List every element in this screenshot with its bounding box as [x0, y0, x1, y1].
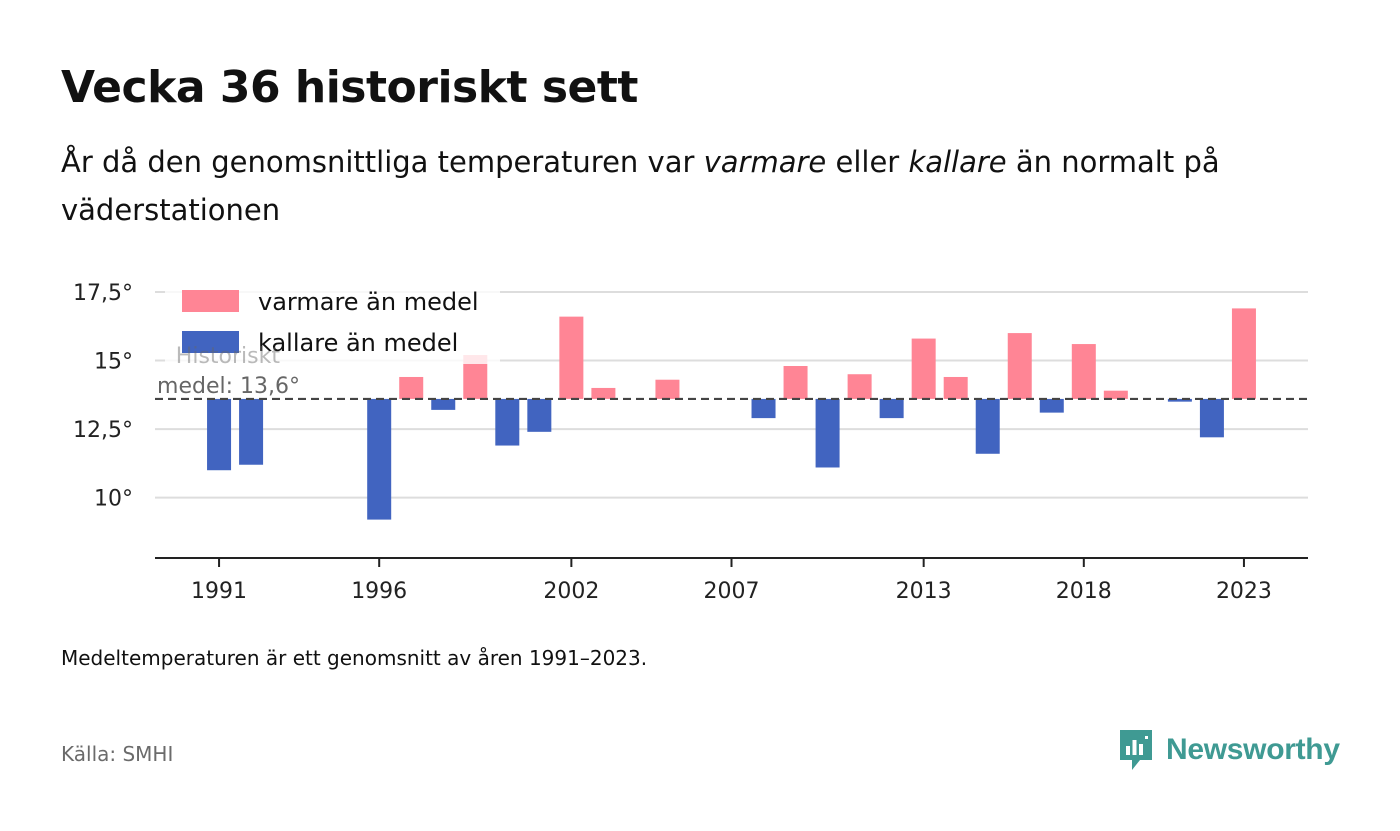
- bar-warm: [911, 338, 936, 399]
- x-tick-label: 1991: [191, 579, 247, 604]
- x-tick-label: 2013: [896, 579, 952, 604]
- y-tick-label: 17,5°: [73, 281, 133, 306]
- baseline-annotation-line2: medel: 13,6°: [157, 374, 300, 399]
- chart-title: Vecka 36 historiskt sett: [61, 62, 638, 113]
- y-tick-label: 10°: [94, 487, 133, 512]
- subtitle-cold-word: kallare: [908, 145, 1007, 179]
- bar-cold: [1167, 398, 1192, 402]
- legend-label: varmare än medel: [258, 288, 479, 316]
- bar-cold: [1199, 398, 1224, 438]
- bar-warm: [943, 376, 968, 399]
- source-credit: Källa: SMHI: [61, 742, 174, 766]
- bar-chart: 10° 12,5° 15° 17,5° varmare än medel kallare…: [73, 281, 1308, 604]
- legend-swatch: [182, 290, 239, 312]
- x-tick-label: 1996: [351, 579, 407, 604]
- newsworthy-logo-icon: [1120, 730, 1152, 770]
- x-axis: 1991 1996 2002 2007 2013 2018 2023: [155, 557, 1308, 604]
- y-axis-ticks: 10° 12,5° 15° 17,5°: [73, 281, 133, 512]
- bar-warm: [1071, 344, 1096, 399]
- bar-warm: [399, 376, 424, 399]
- bar-warm: [1007, 333, 1032, 399]
- baseline-annotation-line1: Historiskt: [176, 344, 281, 369]
- bar-warm: [559, 316, 584, 399]
- bar-cold: [815, 398, 840, 468]
- bar-warm: [1231, 308, 1256, 399]
- bar-cold: [975, 398, 1000, 454]
- bar-cold: [367, 398, 392, 520]
- bar-cold: [1039, 398, 1064, 413]
- subtitle-warm-word: varmare: [703, 145, 827, 179]
- bar-warm: [847, 374, 872, 399]
- bar-warm: [655, 379, 680, 399]
- bars: [207, 308, 1256, 520]
- bar-warm: [783, 366, 808, 399]
- footnote: Medeltemperaturen är ett genomsnitt av å…: [61, 646, 648, 670]
- subtitle-part2: eller: [826, 145, 909, 179]
- bar-cold: [751, 398, 776, 419]
- bar-cold: [431, 398, 456, 410]
- brand-logo[interactable]: Newsworthy: [1118, 728, 1340, 772]
- y-tick-label: 15°: [94, 350, 133, 375]
- bar-warm: [1103, 390, 1128, 399]
- legend-swatch: [182, 331, 239, 353]
- bar-cold: [207, 398, 232, 471]
- chart-subtitle: År då den genomsnittliga temperaturen va…: [61, 138, 1321, 234]
- x-tick-label: 2018: [1056, 579, 1112, 604]
- bar-cold: [239, 398, 264, 465]
- x-tick-label: 2002: [543, 579, 599, 604]
- subtitle-part1: År då den genomsnittliga temperaturen va…: [61, 145, 704, 179]
- bar-cold: [495, 398, 520, 446]
- bar-warm: [591, 387, 616, 399]
- bar-cold: [879, 398, 904, 419]
- subtitle-part3: än normalt på väderstationen: [61, 145, 1220, 227]
- legend-label: kallare än medel: [258, 329, 458, 357]
- bar-cold: [527, 398, 552, 432]
- legend: varmare än medel kallare än medel: [165, 284, 500, 364]
- baseline-annotation: Historiskt medel: 13,6°: [155, 344, 1308, 401]
- y-tick-label: 12,5°: [73, 418, 133, 443]
- x-tick-label: 2007: [704, 579, 760, 604]
- brand-name: Newsworthy: [1166, 733, 1340, 766]
- x-tick-label: 2023: [1216, 579, 1272, 604]
